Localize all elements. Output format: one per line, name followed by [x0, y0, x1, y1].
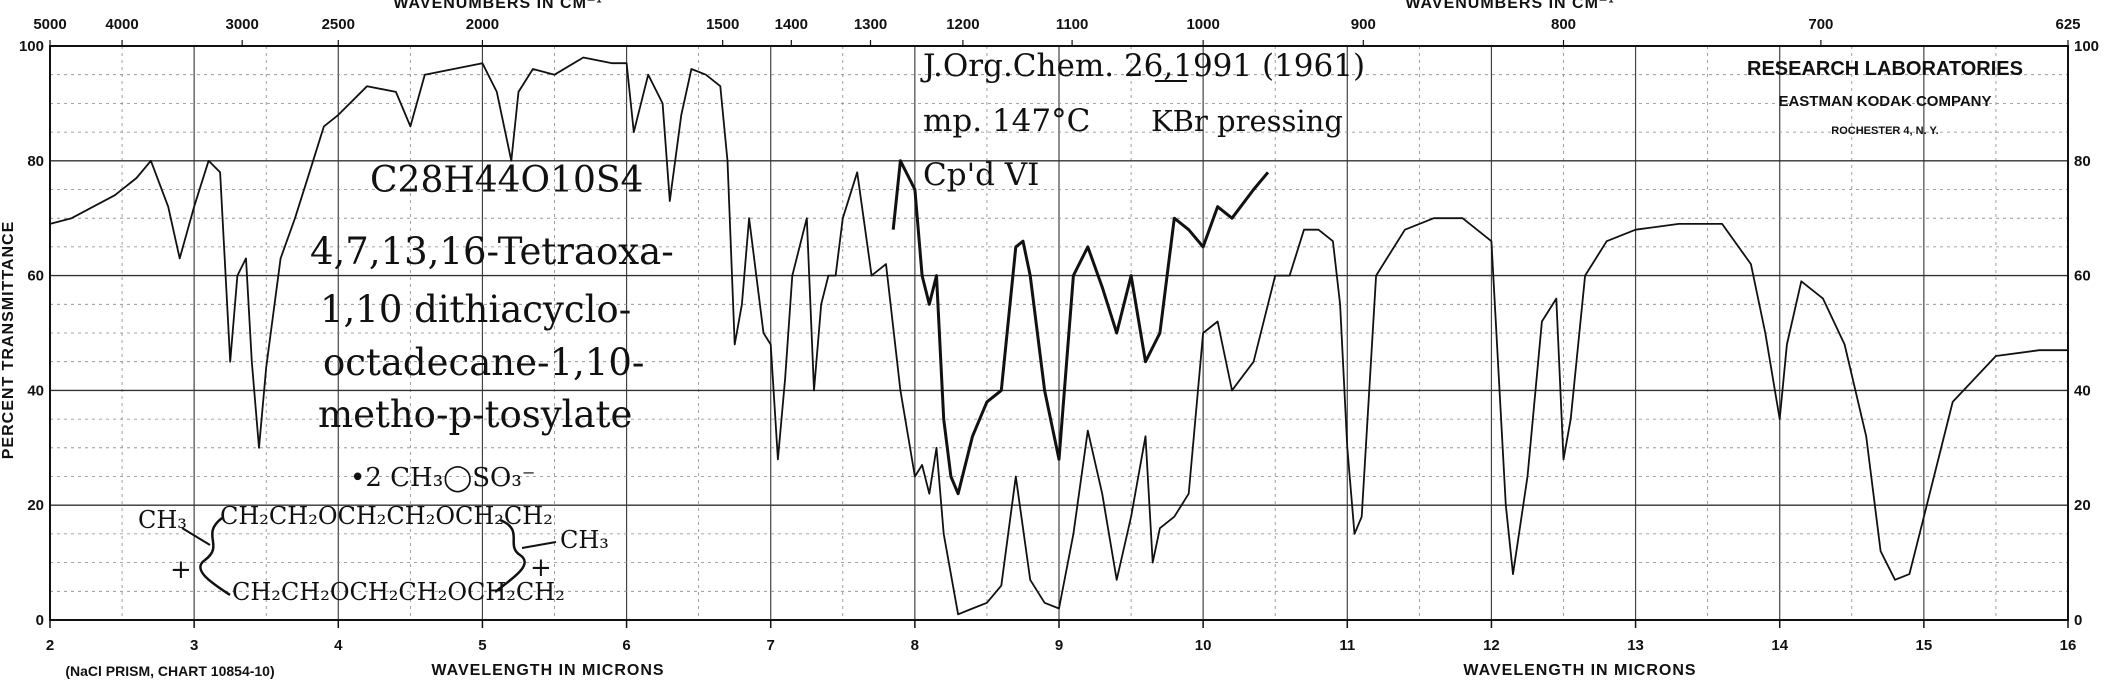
wavenumber-tick-label: 4000	[105, 16, 138, 33]
y-tick-label-left: 40	[27, 382, 44, 399]
y-tick-label-right: 20	[2074, 497, 2091, 514]
x-tick-label: 3	[190, 637, 198, 654]
name-line-1: 4,7,13,16-Tetraoxa-	[310, 230, 674, 273]
wavenumber-tick-label: 1000	[1186, 16, 1219, 33]
header-city: ROCHESTER 4, N. Y.	[1831, 125, 1938, 137]
x-tick-label: 10	[1195, 637, 1212, 654]
pressing-note: KBr pressing	[1151, 104, 1343, 138]
wavenumber-tick-label: 900	[1351, 16, 1376, 33]
struct-bond-left	[181, 527, 211, 546]
name-line-3: octadecane-1,10-	[323, 341, 644, 384]
melting-point-note: mp. 147°C	[923, 103, 1090, 139]
x-tick-label: 11	[1339, 637, 1355, 654]
x-tick-label: 2	[46, 637, 54, 654]
wavenumber-tick-label: 2500	[322, 16, 355, 33]
structural-formula: CH₃ CH₂CH₂OCH₂CH₂OCH₂CH₂ CH₂CH₂OCH₂CH₂OC…	[138, 502, 609, 606]
y-tick-label-left: 60	[27, 268, 44, 285]
counterion: •2 CH₃◯SO₃⁻	[350, 463, 536, 493]
reference-note: J.Org.Chem. 26,1991 (1961)	[920, 48, 1365, 84]
wavenumber-axis: 5000 4000 3000 2500 2000 1500 1400 1300 1200 1100…	[33, 16, 2081, 46]
y-tick-label-left: 80	[27, 153, 44, 170]
y-axis-title: PERCENT TRANSMITTANCE	[0, 221, 17, 459]
y-tick-label-right: 60	[2074, 268, 2091, 285]
x-tick-label: 9	[1055, 637, 1063, 654]
wavenumber-tick-label: 1100	[1056, 16, 1089, 33]
wavenumber-tick-label: 625	[2055, 16, 2080, 33]
spectrum-series	[49, 56, 2068, 616]
struct-bond-right	[521, 541, 557, 549]
x-tick-label: 6	[622, 637, 630, 654]
struct-methyl-right: CH₃	[560, 526, 609, 554]
y-tick-label-left: 20	[27, 497, 44, 514]
y-tick-label-left: 0	[36, 612, 44, 629]
wavenumber-tick-label: 3000	[226, 16, 259, 33]
struct-top-chain: CH₂CH₂OCH₂CH₂OCH₂CH₂	[220, 502, 553, 530]
y-tick-label-left: 100	[19, 38, 44, 55]
struct-plus-right: +	[530, 553, 552, 583]
header-org: RESEARCH LABORATORIES	[1747, 58, 2023, 80]
struct-methyl-left: CH₃	[138, 506, 187, 534]
x-tick-label: 12	[1483, 637, 1500, 654]
struct-sulfur-left	[199, 517, 231, 597]
wavenumber-tick-label: 1200	[946, 16, 979, 33]
wavenumber-tick-label: 1500	[706, 16, 739, 33]
wavenumber-axis-title-left: WAVENUMBERS IN CM⁻¹	[393, 0, 602, 12]
struct-sulfur-right	[494, 518, 526, 593]
struct-plus-left: +	[170, 555, 192, 585]
x-tick-label: 14	[1771, 637, 1788, 654]
x-tick-label: 15	[1916, 637, 1933, 654]
molecular-formula: C28H44O10S4	[370, 160, 643, 201]
x-axis-title-right: WAVELENGTH IN MICRONS	[1463, 662, 1696, 679]
wavenumber-tick-label: 2000	[466, 16, 499, 33]
y-tick-label-right: 0	[2074, 612, 2082, 629]
name-line-4: metho-p-tosylate	[318, 393, 632, 436]
y-tick-label-right: 40	[2074, 382, 2091, 399]
struct-bottom-chain: CH₂CH₂OCH₂CH₂OCH₂CH₂	[232, 578, 565, 606]
x-tick-label: 7	[767, 637, 775, 654]
wavenumber-tick-label: 5000	[33, 16, 66, 33]
x-axis-title: WAVELENGTH IN MICRONS	[431, 662, 664, 679]
wavenumber-axis-title-right: WAVENUMBERS IN CM⁻¹	[1405, 0, 1614, 12]
header-company: EASTMAN KODAK COMPANY	[1778, 93, 1991, 110]
x-tick-label: 16	[2060, 637, 2077, 654]
y-axis: 0 20 40 60 80 100 0 20 40 60 80 100	[19, 38, 2099, 629]
wavenumber-tick-label: 1300	[854, 16, 887, 33]
series-line-2	[891, 159, 1270, 496]
wavenumber-tick-label: 800	[1551, 16, 1576, 33]
wavenumber-tick-label: 700	[1808, 16, 1833, 33]
prism-note: (NaCl PRISM, CHART 10854-10)	[65, 663, 274, 679]
y-tick-label-right: 100	[2074, 38, 2099, 55]
x-tick-label: 5	[478, 637, 486, 654]
x-tick-label: 13	[1627, 637, 1644, 654]
y-tick-label-right: 80	[2074, 153, 2091, 170]
compound-note: Cp'd VI	[923, 157, 1039, 193]
x-tick-label: 8	[911, 637, 919, 654]
x-tick-label: 4	[334, 637, 343, 654]
x-axis: 2 3 4 5 6 7 8 9 10 11 12 13 14 15 16	[46, 620, 2077, 654]
name-line-2: 1,10 dithiacyclo-	[320, 288, 631, 331]
wavenumber-tick-label: 1400	[775, 16, 808, 33]
series-line-1	[49, 56, 2068, 616]
